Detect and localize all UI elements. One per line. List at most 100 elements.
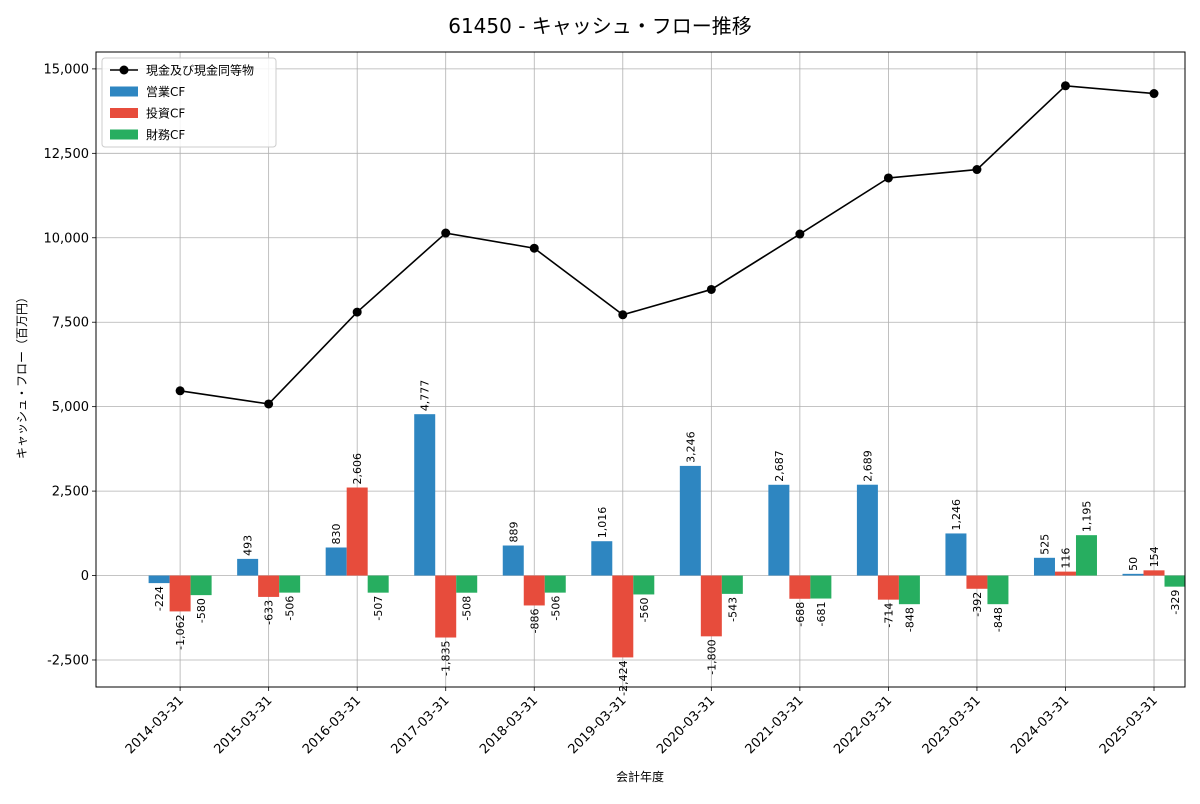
bar-営業CF <box>945 533 967 576</box>
legend-color-swatch <box>110 86 138 97</box>
y-tick-label: 10,000 <box>44 231 90 246</box>
line-point-現金及び現金同等物 <box>529 243 539 253</box>
x-tick-label: 2024-03-31 <box>1008 693 1072 757</box>
data-label-営業CF: 1,246 <box>950 499 963 531</box>
line-point-現金及び現金同等物 <box>1149 89 1159 99</box>
y-axis-label: キャッシュ・フロー（百万円） <box>15 291 29 459</box>
y-tick-label: 2,500 <box>52 485 89 500</box>
bar-財務CF <box>810 575 832 599</box>
line-point-現金及び現金同等物 <box>264 399 274 409</box>
data-label-営業CF: 2,689 <box>861 450 874 482</box>
bar-財務CF <box>721 575 743 594</box>
data-label-投資CF: -633 <box>263 600 276 625</box>
line-point-現金及び現金同等物 <box>352 307 362 317</box>
legend-box <box>101 57 277 148</box>
bar-投資CF <box>523 575 545 606</box>
data-label-財務CF: -560 <box>638 597 651 622</box>
bar-投資CF <box>1143 570 1165 576</box>
bar-営業CF <box>414 414 436 576</box>
line-point-現金及び現金同等物 <box>972 165 982 175</box>
data-label-投資CF: 116 <box>1059 548 1072 569</box>
x-tick-label: 2025-03-31 <box>1097 693 1161 757</box>
data-label-営業CF: 525 <box>1038 534 1051 555</box>
bar-営業CF <box>502 545 524 576</box>
x-tick-label: 2015-03-31 <box>211 693 275 757</box>
y-tick-label: -2,500 <box>47 653 89 668</box>
legend-label: 投資CF <box>146 106 185 121</box>
bar-投資CF <box>169 575 191 612</box>
data-label-営業CF: 2,687 <box>773 450 786 482</box>
data-label-投資CF: -392 <box>971 592 984 617</box>
bar-営業CF <box>1033 557 1055 576</box>
legend-label: 営業CF <box>146 85 185 99</box>
data-label-営業CF: 1,016 <box>596 507 609 539</box>
x-tick-label: 2021-03-31 <box>743 693 807 757</box>
bar-財務CF <box>1164 575 1186 587</box>
data-label-営業CF: 830 <box>330 524 343 545</box>
data-label-営業CF: 4,777 <box>419 380 432 412</box>
legend-label: 財務CF <box>146 127 185 142</box>
data-label-営業CF: 3,246 <box>684 431 697 463</box>
data-label-財務CF: 1,195 <box>1080 501 1093 533</box>
line-point-現金及び現金同等物 <box>441 228 451 238</box>
data-label-財務CF: -681 <box>815 602 828 627</box>
data-label-財務CF: -506 <box>549 596 562 621</box>
line-point-現金及び現金同等物 <box>618 310 628 320</box>
data-label-投資CF: -1,062 <box>174 614 187 649</box>
bar-営業CF <box>1122 573 1144 576</box>
bar-財務CF <box>544 575 566 593</box>
bar-投資CF <box>700 575 722 637</box>
line-point-現金及び現金同等物 <box>883 173 893 183</box>
bar-財務CF <box>898 575 920 605</box>
line-point-現金及び現金同等物 <box>795 229 805 239</box>
legend-color-swatch <box>110 108 138 118</box>
bar-営業CF <box>679 465 701 576</box>
x-tick-label: 2014-03-31 <box>123 693 187 757</box>
data-label-財務CF: -580 <box>195 598 208 623</box>
data-label-財務CF: -506 <box>284 596 297 621</box>
data-labels-layer: -224 493 830 4,777 889 1,016 3,246 2,687 2,689 1,… <box>153 380 1182 696</box>
data-label-財務CF: -329 <box>1169 590 1182 615</box>
x-axis-label: 会計年度 <box>616 769 664 784</box>
bar-財務CF <box>1075 535 1097 576</box>
line-point-現金及び現金同等物 <box>1060 81 1070 91</box>
data-label-投資CF: -714 <box>882 603 895 628</box>
x-tick-label: 2016-03-31 <box>300 693 364 757</box>
cash-line-layer <box>175 81 1159 409</box>
data-label-営業CF: 889 <box>507 522 520 543</box>
line-現金及び現金同等物 <box>179 84 1155 405</box>
bar-財務CF <box>987 575 1009 605</box>
x-tick-label: 2023-03-31 <box>920 693 984 757</box>
bar-営業CF <box>856 484 878 576</box>
data-label-営業CF: -224 <box>153 586 166 611</box>
line-point-現金及び現金同等物 <box>706 284 716 294</box>
data-label-財務CF: -848 <box>992 607 1005 632</box>
bar-営業CF <box>768 484 790 576</box>
data-label-営業CF: 50 <box>1127 557 1140 571</box>
data-label-財務CF: -508 <box>461 596 474 621</box>
bar-財務CF <box>190 575 212 596</box>
bar-財務CF <box>456 575 478 593</box>
y-tick-label: 7,500 <box>52 316 89 331</box>
bar-投資CF <box>966 575 988 589</box>
x-tick-label: 2020-03-31 <box>654 693 718 757</box>
data-label-投資CF: -1,800 <box>705 639 718 674</box>
x-tick-label: 2022-03-31 <box>831 693 895 757</box>
y-tick-label: 5,000 <box>52 400 89 415</box>
bar-投資CF <box>1054 571 1076 576</box>
data-label-投資CF: -2,424 <box>617 660 630 695</box>
legend-color-swatch <box>110 129 138 140</box>
x-tick-label: 2017-03-31 <box>389 693 453 757</box>
bar-投資CF <box>877 575 899 600</box>
data-label-投資CF: -886 <box>528 608 541 633</box>
chart-title: 61450 - キャッシュ・フロー推移 <box>448 14 752 38</box>
x-tick-label: 2018-03-31 <box>477 693 541 757</box>
y-tick-label: 0 <box>81 569 89 584</box>
bar-営業CF <box>148 575 170 584</box>
bar-営業CF <box>237 558 259 576</box>
y-tick-label: 12,500 <box>44 147 90 162</box>
bar-財務CF <box>367 575 389 593</box>
data-label-財務CF: -507 <box>372 596 385 621</box>
